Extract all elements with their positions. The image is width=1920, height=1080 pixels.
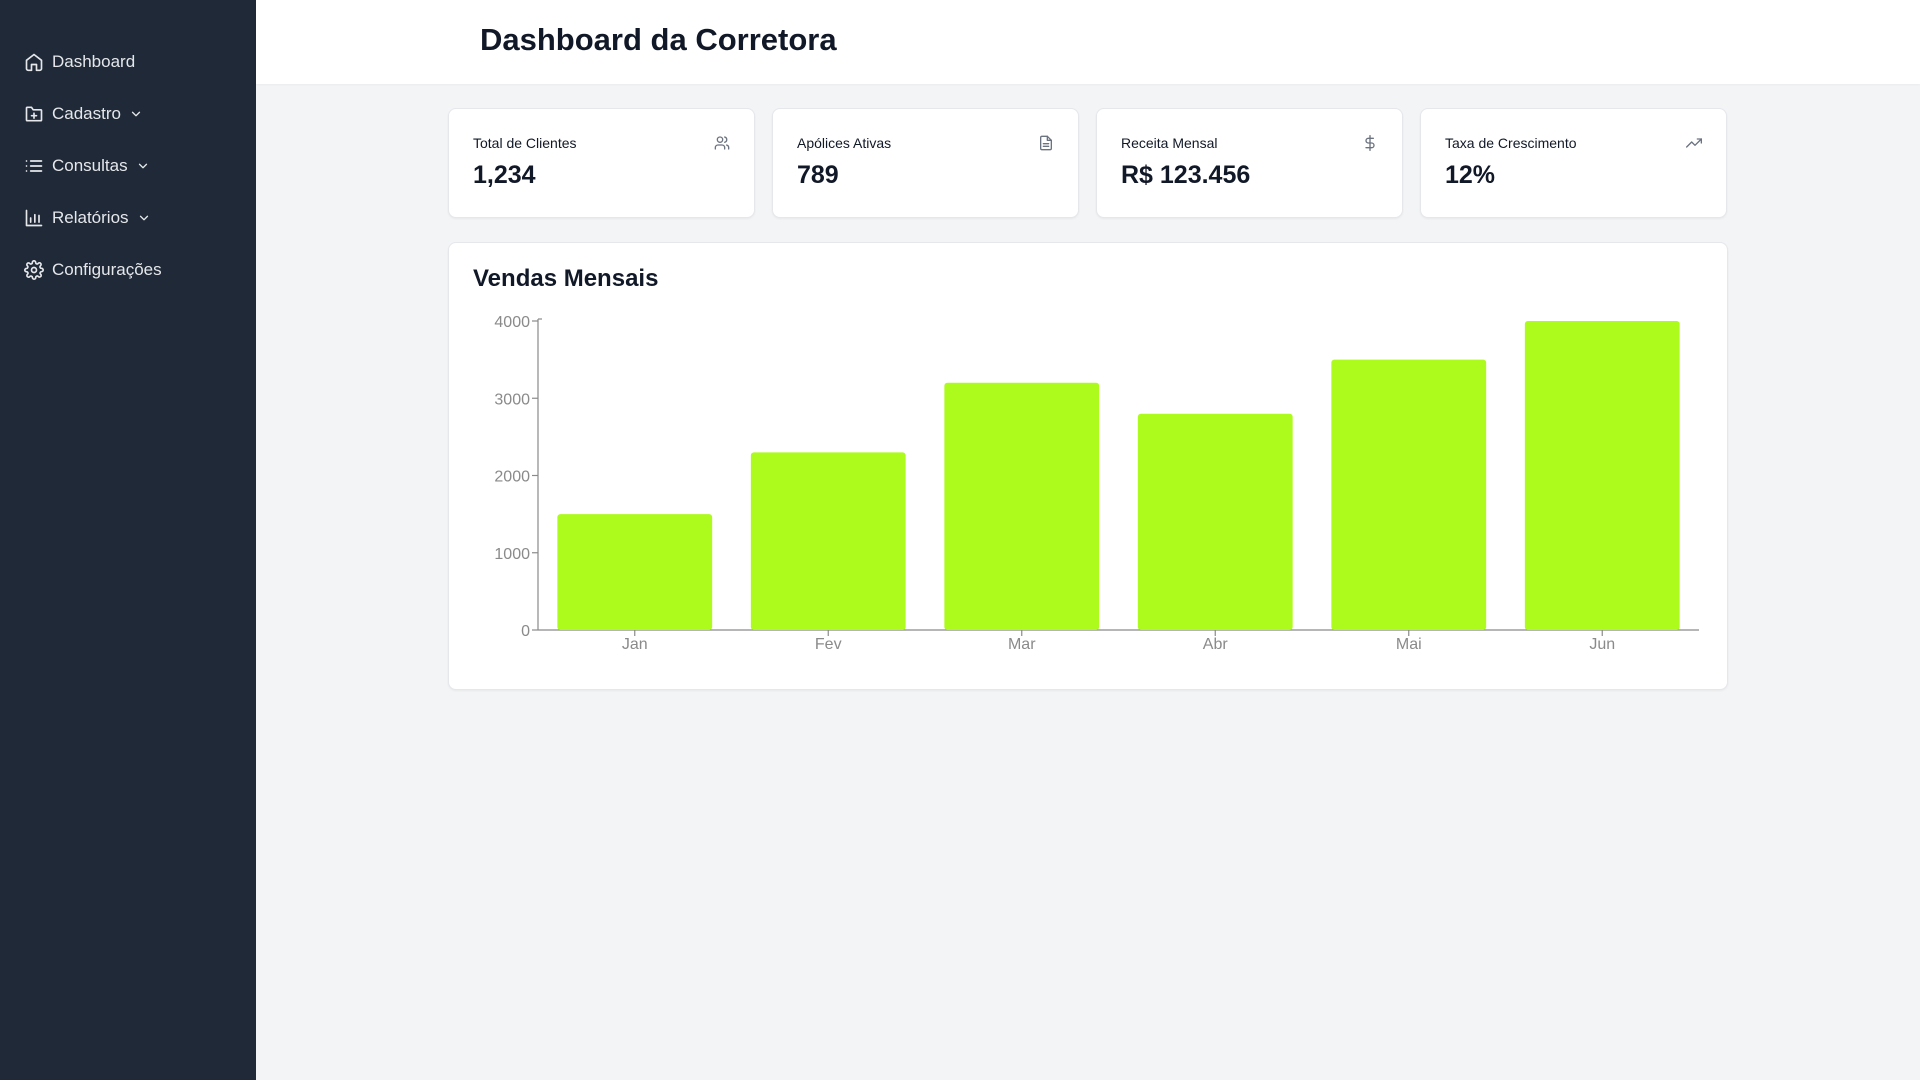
sidebar-item-label: Configurações	[52, 260, 162, 279]
bar-mai	[1331, 359, 1487, 630]
dollar-icon	[1362, 135, 1378, 151]
y-tick-label: 2000	[494, 469, 530, 486]
bar-mar	[944, 382, 1100, 630]
stat-label: Receita Mensal	[1121, 135, 1218, 151]
sidebar-item-label: Cadastro	[52, 104, 121, 123]
stat-card-apolices-ativas: Apólices Ativas 789	[772, 108, 1079, 218]
stat-value: 789	[797, 161, 839, 189]
bar-chart-icon	[24, 208, 44, 228]
list-icon	[24, 156, 44, 176]
stat-value: 12%	[1445, 161, 1496, 189]
y-tick-label: 3000	[494, 391, 530, 408]
sidebar: Dashboard Cadastro Consultas Relatórios …	[0, 0, 256, 1080]
stat-value: 1,234	[473, 161, 536, 189]
stat-label: Total de Clientes	[473, 135, 577, 151]
sales-chart-card: Vendas Mensais 0 1000 2000 3000 4000 Jan Fev Ma…	[448, 242, 1728, 690]
x-tick-label: Abr	[1203, 636, 1229, 653]
gear-icon	[24, 260, 44, 280]
x-tick-label: Mar	[1008, 636, 1036, 653]
stat-value: R$ 123.456	[1121, 161, 1251, 189]
document-icon	[1038, 135, 1054, 151]
sidebar-item-relatorios[interactable]: Relatórios	[0, 192, 256, 244]
bar-fev	[750, 452, 906, 630]
folder-plus-icon	[24, 104, 44, 124]
stat-label: Taxa de Crescimento	[1445, 135, 1577, 151]
sidebar-item-configuracoes[interactable]: Configurações	[0, 244, 256, 296]
x-tick-label: Jan	[622, 636, 648, 653]
stat-card-receita-mensal: Receita Mensal R$ 123.456	[1096, 108, 1403, 218]
sidebar-item-label: Dashboard	[52, 52, 136, 71]
y-tick-label: 4000	[494, 314, 530, 331]
top-header: Dashboard da Corretora	[256, 0, 1920, 84]
x-tick-label: Jun	[1589, 636, 1615, 653]
stat-card-total-clientes: Total de Clientes 1,234	[448, 108, 755, 218]
y-tick-label: 1000	[494, 546, 530, 563]
bar-jan	[557, 514, 713, 630]
users-icon	[714, 135, 730, 151]
page-title: Dashboard da Corretora	[480, 22, 837, 57]
sidebar-item-consultas[interactable]: Consultas	[0, 140, 256, 192]
bar-abr	[1137, 413, 1293, 630]
chevron-down-icon	[137, 211, 151, 225]
sidebar-item-cadastro[interactable]: Cadastro	[0, 88, 256, 140]
sales-bar-chart: 0 1000 2000 3000 4000 Jan Fev Mar Abr Mai Jun	[494, 314, 1699, 653]
bar-jun	[1524, 321, 1680, 630]
home-icon	[24, 52, 44, 72]
chart-title: Vendas Mensais	[473, 265, 659, 292]
stat-card-taxa-crescimento: Taxa de Crescimento 12%	[1420, 108, 1727, 218]
chevron-down-icon	[129, 107, 143, 121]
x-tick-label: Mai	[1396, 636, 1422, 653]
stat-label: Apólices Ativas	[797, 135, 892, 151]
y-tick-label: 0	[521, 623, 530, 640]
trending-up-icon	[1686, 135, 1702, 151]
chevron-down-icon	[136, 159, 150, 173]
sidebar-item-label: Relatórios	[52, 208, 129, 227]
sidebar-item-label: Consultas	[52, 156, 128, 175]
x-tick-label: Fev	[815, 636, 842, 653]
sidebar-item-dashboard[interactable]: Dashboard	[0, 36, 256, 88]
